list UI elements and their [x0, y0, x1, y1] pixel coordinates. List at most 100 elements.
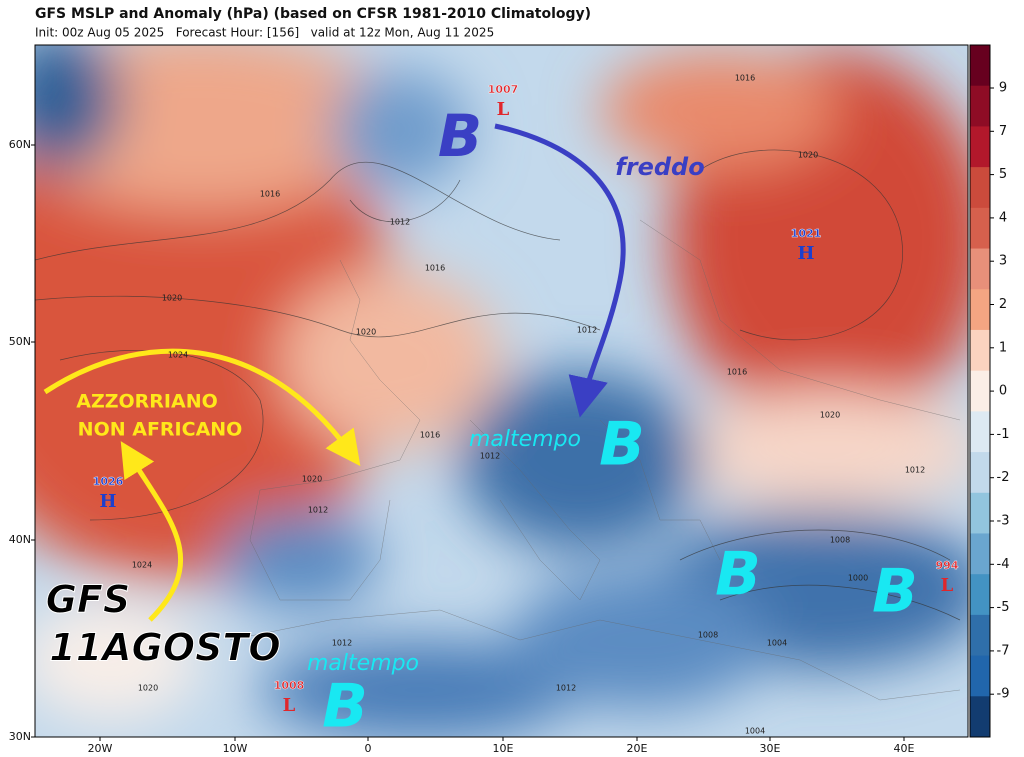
- lat-label: 30N: [9, 730, 31, 743]
- arrow-cold: [494, 123, 626, 418]
- colorbar-swatch: [970, 411, 990, 453]
- isobar-label: 1024: [168, 351, 188, 360]
- colorbar-label: -3: [997, 514, 1010, 529]
- colorbar-label: 4: [999, 210, 1007, 225]
- colorbar: 9 7 5 4 3 2 1 0 -1 -2 -3 -4 -5 -7 -9: [969, 44, 1010, 738]
- map-frame: [34, 44, 969, 738]
- isobar-label: 1016: [425, 264, 445, 273]
- lon-label: 20E: [627, 742, 648, 755]
- isobar-label: 1024: [132, 561, 152, 570]
- isobar-label: 1012: [390, 218, 410, 227]
- isobar-label: 1020: [138, 684, 158, 693]
- lat-label: 60N: [9, 138, 31, 151]
- annotation: GFS: [46, 578, 131, 622]
- isobar-label: 1004: [767, 639, 787, 648]
- colorbar-swatch: [970, 574, 990, 616]
- colorbar-swatch: [970, 45, 990, 87]
- annotation: maltempo: [469, 427, 581, 452]
- anomaly-field: [35, 45, 968, 737]
- arrow-south: [120, 441, 183, 622]
- isobar-label: 1012: [308, 506, 328, 515]
- center-kind: H: [797, 243, 814, 264]
- colorbar-swatch: [970, 289, 990, 331]
- lon-label: 40E: [894, 742, 915, 755]
- lon-label: 0: [365, 742, 372, 755]
- isobar-label: 1012: [577, 326, 597, 335]
- colorbar-label: 5: [999, 167, 1007, 182]
- isobar-label: 1016: [735, 74, 755, 83]
- isobar-label: 1008: [830, 536, 850, 545]
- center-kind: L: [497, 99, 510, 120]
- isobar-lines: [35, 149, 961, 621]
- colorbar-label: -1: [997, 427, 1010, 442]
- lat-label: 40N: [9, 533, 31, 546]
- title: GFS MSLP and Anomaly (hPa) (based on CFS…: [35, 6, 591, 22]
- colorbar-label: -2: [997, 470, 1010, 485]
- colorbar-swatch: [970, 126, 990, 168]
- colorbar-swatch: [970, 696, 990, 738]
- center-kind: H: [99, 491, 116, 512]
- annotation: 11AGOSTO: [49, 626, 280, 670]
- lon-label: 30E: [760, 742, 781, 755]
- isobar-label: 1016: [727, 368, 747, 377]
- colorbar-label: 9: [999, 81, 1007, 96]
- colorbar-label: 7: [999, 124, 1007, 139]
- isobar-label: 1000: [848, 574, 868, 583]
- annotation: AZZORRIANO: [76, 391, 218, 413]
- isobar-label: 1012: [480, 452, 500, 461]
- colorbar-label: -5: [997, 600, 1010, 615]
- colorbar-swatch: [970, 614, 990, 657]
- arrows: [43, 123, 626, 622]
- center-value: 994: [936, 559, 959, 572]
- lon-label: 10W: [223, 742, 248, 755]
- center-value: 1008: [274, 679, 305, 692]
- colorbar-label: 0: [999, 384, 1007, 399]
- isobar-label: 1012: [556, 684, 576, 693]
- isobar-label: 1012: [905, 466, 925, 475]
- colorbar-swatch: [970, 207, 990, 250]
- annotation: maltempo: [307, 651, 419, 676]
- center-value: 1026: [93, 475, 124, 488]
- coastlines: [229, 219, 961, 701]
- annotation: B: [599, 410, 645, 480]
- isobar-label: 1020: [302, 475, 322, 484]
- center-kind: L: [941, 575, 954, 596]
- colorbar-label: 2: [999, 297, 1007, 312]
- colorbar-swatch: [970, 452, 990, 494]
- lon-label: 10E: [493, 742, 514, 755]
- arrow-azores: [43, 348, 361, 467]
- isobar-label: 1020: [820, 411, 840, 420]
- annotation: B: [322, 672, 368, 742]
- annotation: B: [872, 557, 918, 627]
- annotation: B: [715, 540, 761, 610]
- colorbar-label: -4: [997, 557, 1010, 572]
- subtitle: Init: 00z Aug 05 2025 Forecast Hour: [15…: [35, 26, 494, 40]
- isobar-label: 1020: [798, 151, 818, 160]
- colorbar-swatch: [970, 492, 990, 534]
- colorbar-label: 1: [999, 340, 1007, 355]
- isobar-label: 1016: [420, 431, 440, 440]
- isobar-label: 1020: [356, 328, 376, 337]
- isobar-label: 1012: [332, 639, 352, 648]
- annotation: NON AFRICANO: [78, 419, 243, 441]
- annotation: freddo: [615, 153, 704, 181]
- center-value: 1021: [791, 227, 822, 240]
- isobar-label: 1016: [260, 190, 280, 199]
- colorbar-swatch: [970, 533, 990, 575]
- colorbar-swatch: [970, 655, 990, 697]
- center-kind: L: [283, 695, 296, 716]
- colorbar-swatch: [970, 329, 990, 372]
- colorbar-label: -9: [997, 687, 1010, 702]
- lat-label: 50N: [9, 335, 31, 348]
- center-value: 1007: [488, 83, 519, 96]
- isobar-label: 1004: [745, 727, 765, 736]
- colorbar-label: -7: [997, 643, 1010, 658]
- annotation: B: [438, 102, 482, 170]
- colorbar-label: 3: [999, 254, 1007, 269]
- isobar-label: 1008: [698, 631, 718, 640]
- colorbar-swatch: [970, 85, 990, 127]
- isobar-label: 1020: [162, 294, 182, 303]
- colorbar-swatch: [970, 248, 990, 290]
